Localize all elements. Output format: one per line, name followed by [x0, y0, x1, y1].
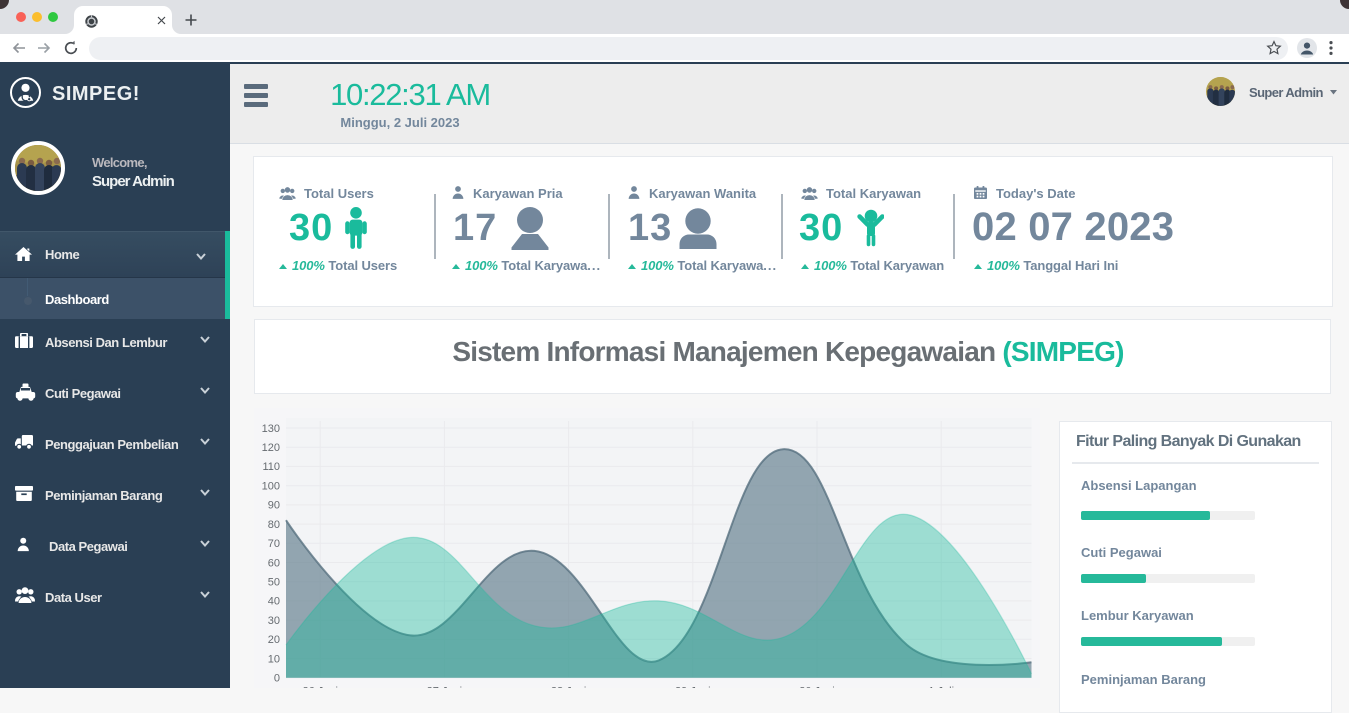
svg-text:30: 30: [268, 615, 280, 627]
svg-text:100: 100: [262, 481, 280, 493]
svg-text:30 Juni: 30 Juni: [799, 686, 834, 689]
svg-text:110: 110: [262, 461, 280, 473]
svg-text:27 Juni: 27 Juni: [427, 686, 462, 689]
svg-text:0: 0: [274, 673, 280, 685]
svg-text:50: 50: [268, 577, 280, 589]
svg-text:20: 20: [268, 634, 280, 646]
svg-text:60: 60: [268, 557, 280, 569]
svg-text:29 Juni: 29 Juni: [675, 686, 710, 689]
svg-text:130: 130: [262, 423, 280, 435]
svg-text:1 Juli: 1 Juli: [928, 686, 954, 689]
svg-text:10: 10: [268, 653, 280, 665]
svg-text:80: 80: [268, 519, 280, 531]
svg-text:26 Juni: 26 Juni: [302, 686, 337, 689]
svg-text:120: 120: [262, 442, 280, 454]
svg-text:90: 90: [268, 500, 280, 512]
svg-text:40: 40: [268, 596, 280, 608]
svg-text:28 Juni: 28 Juni: [551, 686, 586, 689]
svg-text:70: 70: [268, 538, 280, 550]
